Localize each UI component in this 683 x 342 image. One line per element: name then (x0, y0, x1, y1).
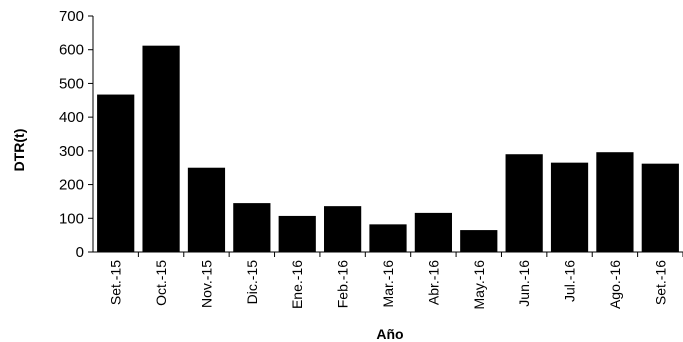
bar-nov-15 (187, 167, 226, 252)
y-axis-title: DTR(t) (11, 129, 27, 172)
y-axis-ticks: 0 100 200 300 400 500 600 700 (59, 8, 93, 261)
bars-group (97, 45, 679, 252)
y-tick-label: 0 (76, 244, 84, 261)
x-tick-label: Oct.-15 (153, 260, 169, 306)
x-tick-label: Nov.-15 (198, 260, 214, 308)
y-tick-label: 200 (59, 177, 84, 194)
x-tick-label: Set.-16 (652, 260, 668, 305)
x-tick-label: Dic.-15 (244, 260, 260, 305)
y-tick-label: 100 (59, 210, 84, 227)
x-tick-label: Abr.-16 (425, 260, 441, 305)
x-tick-label: Ago.-16 (607, 260, 623, 309)
y-tick-label: 600 (59, 42, 84, 59)
bar-set-16 (641, 163, 679, 252)
x-tick-label: Jun.-16 (516, 260, 532, 307)
bar-mar-16 (369, 224, 407, 252)
bar-feb-16 (324, 206, 362, 252)
bar-jul-16 (550, 162, 589, 252)
x-tick-label: Set.-15 (108, 260, 124, 305)
bar-jun-16 (505, 154, 543, 252)
bar-ago-16 (596, 152, 634, 252)
y-tick-label: 700 (59, 8, 84, 25)
bar-oct-15 (142, 45, 180, 252)
x-tick-label: Ene.-16 (289, 260, 305, 309)
x-tick-label: Jul.-16 (562, 260, 578, 302)
x-tick-label: Mar.-16 (380, 260, 396, 308)
bar-ene-16 (278, 215, 316, 252)
y-tick-label: 400 (59, 109, 84, 126)
bar-abr-16 (414, 212, 452, 252)
x-tick-label: Feb.-16 (335, 260, 351, 308)
x-axis-title: Año (376, 326, 403, 342)
bar-may-16 (460, 230, 498, 252)
bar-set-15 (97, 94, 135, 252)
x-tick-label: May.-16 (471, 260, 487, 310)
y-tick-label: 300 (59, 143, 84, 160)
y-tick-label: 500 (59, 75, 84, 92)
x-axis-ticks: Set.-15 Oct.-15 Nov.-15 Dic.-15 Ene.-16 Feb.-… (108, 252, 683, 310)
bar-dic-15 (233, 203, 271, 252)
